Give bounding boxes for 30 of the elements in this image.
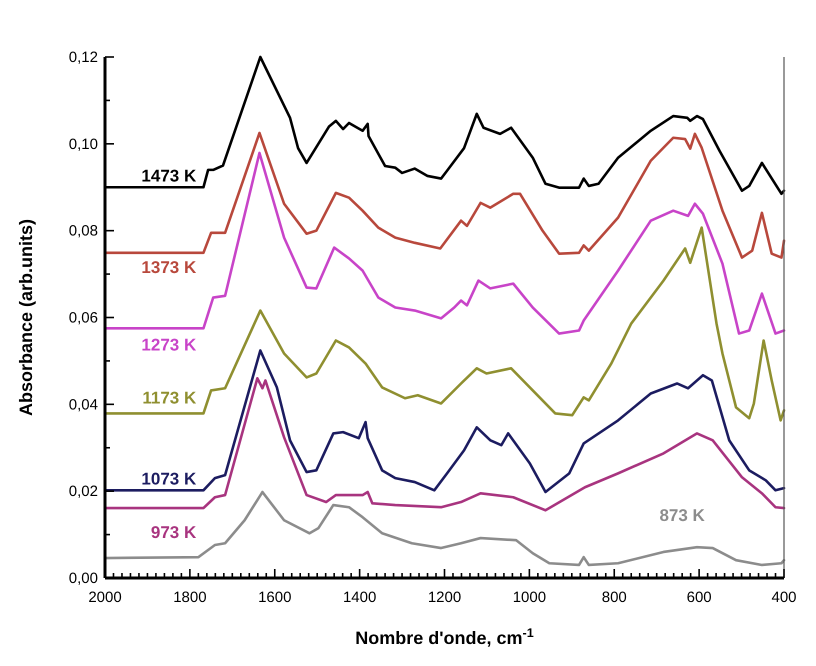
line-series <box>104 490 786 566</box>
series-label: 1273 K <box>141 335 197 354</box>
x-tick-label: 400 <box>771 589 797 606</box>
x-tick-label: 800 <box>602 589 627 606</box>
x-tick-label: 1600 <box>258 589 292 606</box>
line-series <box>104 152 786 335</box>
series-label: 973 K <box>150 523 197 542</box>
y-tick-label: 0,12 <box>68 49 98 66</box>
line-series <box>104 132 786 259</box>
series-label: 873 K <box>659 506 706 526</box>
series-label: 1073 K <box>141 469 197 488</box>
line-series <box>104 349 786 494</box>
x-tick-label: 1400 <box>342 589 376 606</box>
y-tick-label: 0,08 <box>68 222 98 240</box>
x-tick-label: 2000 <box>88 589 122 606</box>
x-tick-label: 1800 <box>173 589 207 606</box>
series-label: 1373 K <box>141 258 197 277</box>
series-label: 1473 K <box>141 166 197 186</box>
y-tick-label: 0,04 <box>68 396 98 414</box>
series-label: 1173 K <box>142 388 197 408</box>
x-axis-title: Nombre d'onde, cm$^{-1}$ <box>355 626 534 648</box>
x-tick-label: 600 <box>686 589 712 606</box>
y-tick-label: 0,06 <box>68 310 98 326</box>
y-tick-label: 0,02 <box>68 483 98 500</box>
x-tick-label: 1200 <box>428 589 462 606</box>
y-tick-label: 0,10 <box>68 136 98 153</box>
y-tick-label: 0,00 <box>68 570 98 587</box>
y-axis-title: Absorbance (arb.units) <box>16 218 36 416</box>
line-series <box>104 226 786 422</box>
x-tick-label: 1000 <box>512 589 546 606</box>
